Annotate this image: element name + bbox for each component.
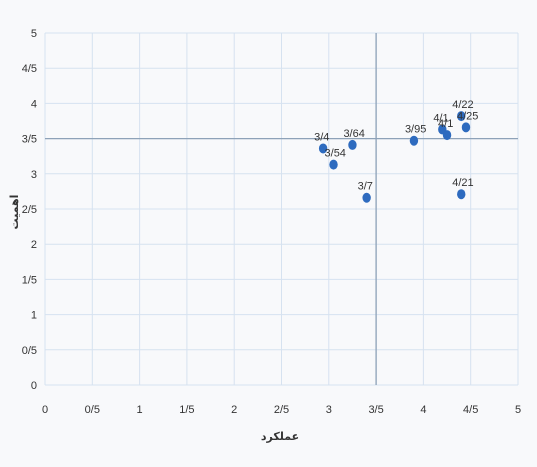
data-label: 3/95 — [405, 124, 426, 136]
data-point — [442, 130, 452, 141]
y-tick-label: 1/5 — [22, 274, 37, 286]
data-point — [457, 111, 466, 122]
x-tick-label: 3/5 — [368, 404, 383, 416]
axis-ticks: 0 0/5 1 1/5 2 2/5 3 3/5 4 4/5 500/511/522/533/544/… — [22, 28, 521, 416]
x-tick-label: 0/5 — [85, 404, 100, 416]
data-point — [362, 192, 371, 203]
y-axis-title: اهمیت — [8, 195, 21, 230]
x-tick-label: 1 — [137, 404, 143, 416]
data-point — [348, 139, 357, 150]
data-label: 4/21 — [452, 177, 473, 189]
data-label: 3/54 — [325, 148, 346, 160]
data-label: 4/22 — [452, 99, 473, 111]
data-points — [318, 111, 471, 203]
data-label: 4/1 — [438, 118, 453, 130]
data-label: 3/7 — [358, 181, 373, 193]
data-point — [409, 135, 419, 146]
x-tick-label: 0 — [42, 404, 48, 416]
y-tick-label: 2 — [31, 239, 37, 251]
x-tick-label: 2/5 — [274, 404, 289, 416]
y-tick-label: 3/5 — [22, 134, 37, 146]
x-tick-label: 4/5 — [463, 404, 478, 416]
data-label: 4/1 — [433, 112, 448, 124]
gridlines — [44, 32, 519, 386]
y-tick-label: 0/5 — [22, 345, 37, 357]
y-tick-label: 5 — [31, 28, 37, 40]
y-tick-label: 0 — [31, 380, 37, 392]
data-point — [461, 122, 471, 133]
y-tick-label: 1 — [31, 310, 37, 322]
y-tick-label: 4 — [31, 98, 37, 110]
data-point — [329, 159, 338, 170]
data-point — [457, 189, 466, 200]
data-label: 4/25 — [457, 110, 478, 122]
y-tick-label: 4/5 — [22, 63, 37, 75]
x-tick-label: 5 — [515, 404, 521, 416]
x-tick-label: 2 — [231, 404, 237, 416]
x-axis-title: عملکرد — [261, 430, 299, 443]
y-tick-label: 3 — [31, 169, 37, 181]
x-tick-label: 3 — [326, 404, 332, 416]
x-tick-label: 4 — [420, 404, 426, 416]
data-point — [318, 143, 328, 154]
data-labels: 3/4 3/54 3/64 3/7 3/95 4/14/1 4/224/25 4/21 — [314, 99, 478, 193]
x-tick-label: 1/5 — [179, 404, 194, 416]
reference-lines — [45, 33, 518, 385]
data-label: 3/4 — [314, 131, 329, 143]
y-tick-label: 2/5 — [22, 204, 37, 216]
data-label: 3/64 — [343, 128, 364, 140]
